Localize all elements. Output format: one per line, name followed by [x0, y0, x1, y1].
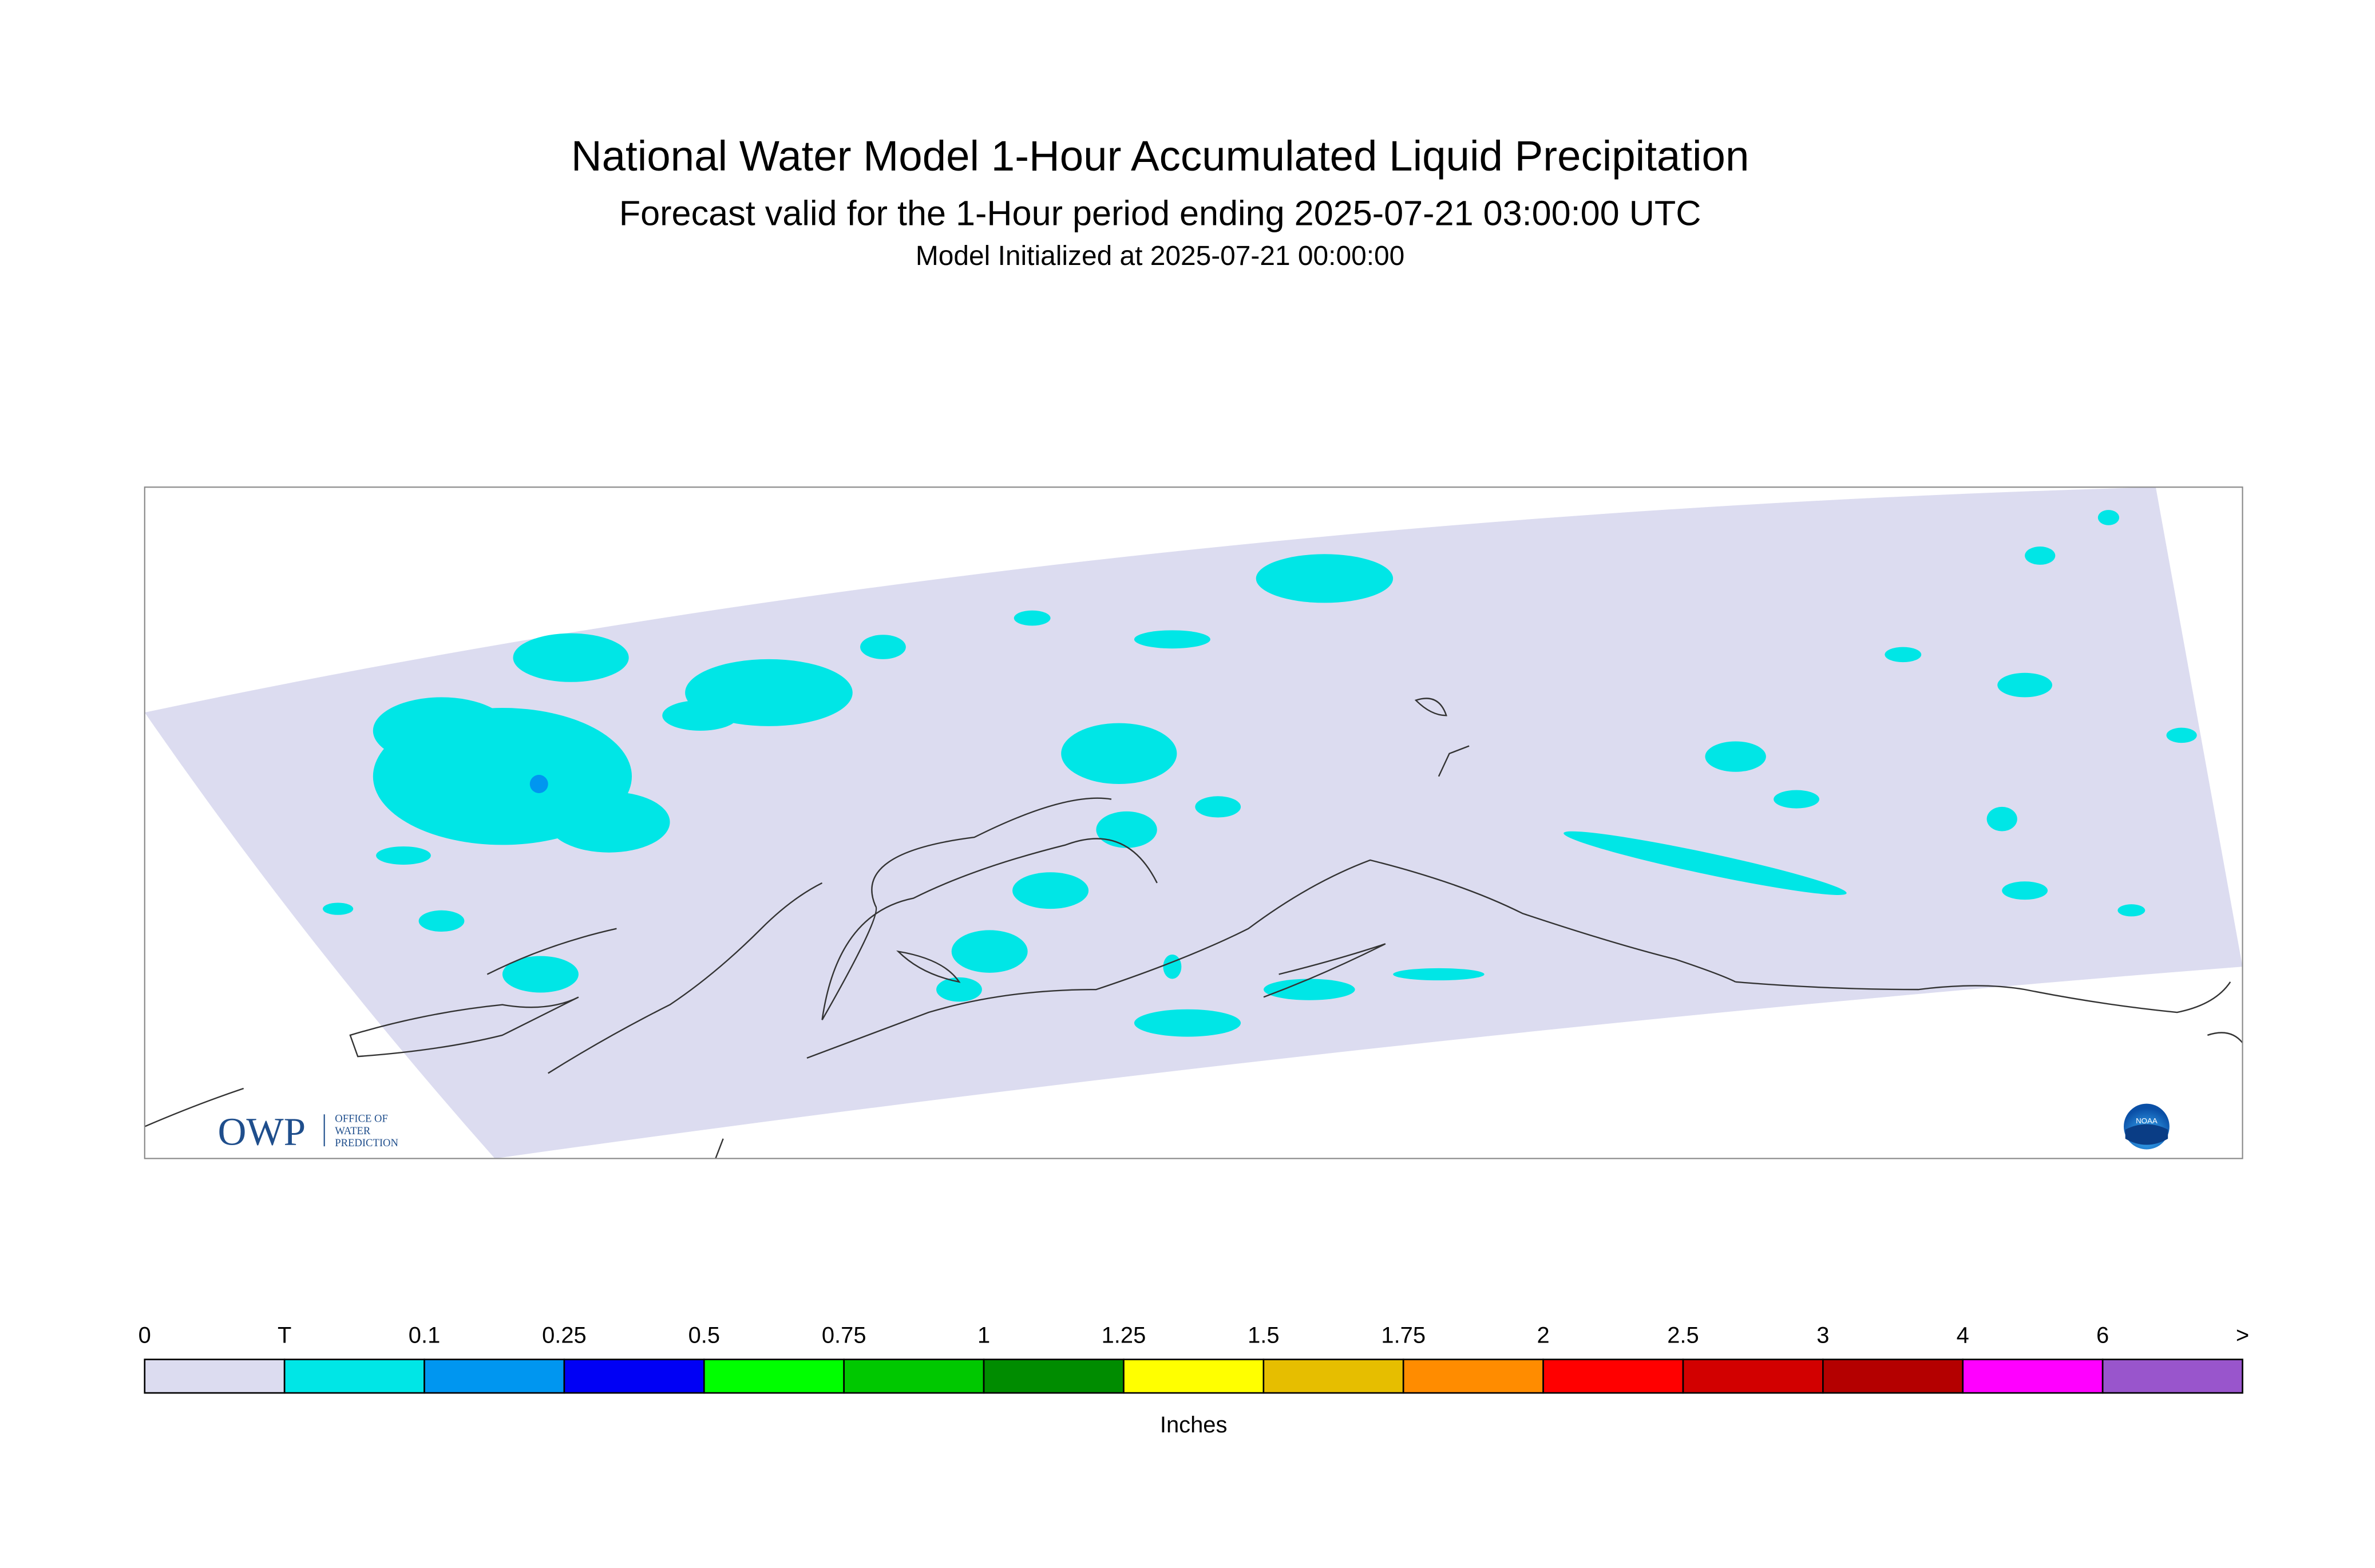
owp-logo: OWP OFFICE OF WATER PREDICTION	[217, 1109, 398, 1153]
coastlines	[144, 698, 2243, 1159]
colorbar-label: >	[2236, 1322, 2249, 1348]
init-time: Model Initialized at 2025-07-21 00:00:00	[916, 241, 1404, 271]
colorbar-box	[843, 1359, 985, 1394]
colorbar-label: 6	[2096, 1322, 2109, 1348]
colorbar-box	[1123, 1359, 1265, 1394]
colorbar-box	[423, 1359, 565, 1394]
colorbar-label: 1.5	[1248, 1322, 1279, 1348]
owp-office: PREDICTION	[335, 1137, 398, 1149]
owp-office: OFFICE OF	[335, 1113, 388, 1125]
model-domain	[144, 487, 2243, 1159]
colorbar-box	[1822, 1359, 1964, 1394]
colorbar-box	[1682, 1359, 1824, 1394]
colorbar: 0 T 0.1 0.25 0.5 0.75 1 1.25 1.5 1.75 2 2.5 3 4 6 >	[138, 1322, 2249, 1394]
noaa-text: NOAA	[2136, 1116, 2158, 1125]
colorbar-label: 3	[1816, 1322, 1829, 1348]
colorbar-box	[703, 1359, 845, 1394]
colorbar-box	[1402, 1359, 1544, 1394]
colorbar-label: 1.25	[1102, 1322, 1146, 1348]
colorbar-label: T	[278, 1322, 291, 1348]
colorbar-label: 2.5	[1667, 1322, 1699, 1348]
colorbar-box	[1962, 1359, 2104, 1394]
colorbar-label: 2	[1537, 1322, 1550, 1348]
noaa-logo: NOAA	[2124, 1103, 2170, 1150]
colorbar-box	[983, 1359, 1125, 1394]
colorbar-box	[1262, 1359, 1404, 1394]
legend-unit: Inches	[1160, 1412, 1228, 1438]
precip-areas	[323, 510, 2197, 1037]
colorbar-label: 4	[1957, 1322, 1969, 1348]
colorbar-box	[563, 1359, 705, 1394]
owp-text: OWP	[217, 1109, 306, 1153]
colorbar-box	[1542, 1359, 1684, 1394]
colorbar-box	[2101, 1359, 2243, 1394]
map-frame	[144, 486, 2243, 1159]
colorbar-label: 1	[977, 1322, 990, 1348]
owp-office: WATER	[335, 1125, 371, 1137]
title: National Water Model 1-Hour Accumulated …	[571, 132, 1749, 180]
map: OWP OFFICE OF WATER PREDICTION NOAA	[144, 486, 2243, 1159]
colorbar-label: 0	[138, 1322, 151, 1348]
colorbar-label: 0.25	[542, 1322, 587, 1348]
precip-spot	[529, 775, 548, 793]
colorbar-label: 0.5	[688, 1322, 720, 1348]
colorbar-box	[283, 1359, 425, 1394]
colorbar-label: 0.75	[822, 1322, 866, 1348]
colorbar-box	[144, 1359, 286, 1394]
subtitle: Forecast valid for the 1-Hour period end…	[619, 194, 1701, 233]
colorbar-label: 1.75	[1381, 1322, 1426, 1348]
colorbar-label: 0.1	[409, 1322, 440, 1348]
